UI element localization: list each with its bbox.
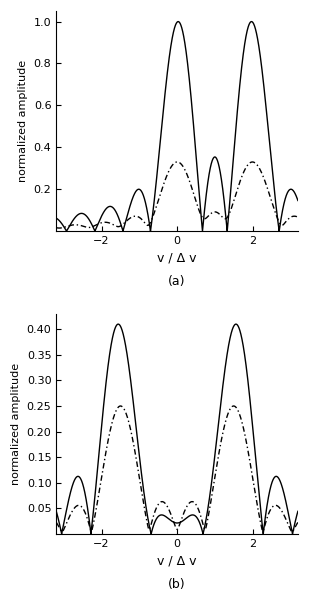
Text: (b): (b) (168, 578, 186, 591)
Y-axis label: normalized amplitude: normalized amplitude (18, 60, 28, 182)
Y-axis label: normalized amplitude: normalized amplitude (11, 363, 21, 485)
X-axis label: v / Δ v: v / Δ v (157, 251, 197, 265)
Text: (a): (a) (168, 275, 186, 288)
X-axis label: v / Δ v: v / Δ v (157, 554, 197, 568)
